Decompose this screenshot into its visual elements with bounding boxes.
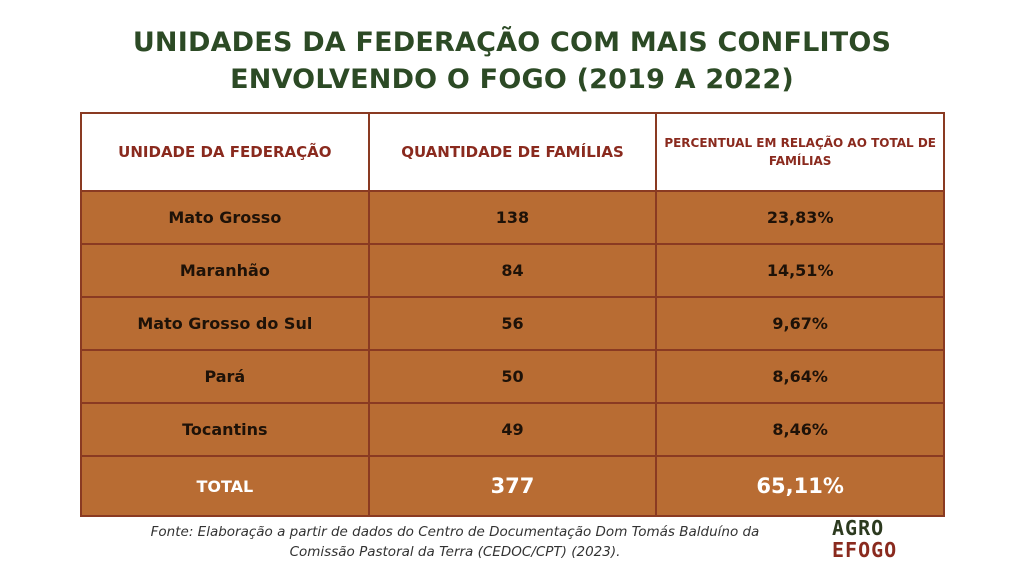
- header-percentual: PERCENTUAL EM RELAÇÃO AO TOTAL DE FAMÍLI…: [655, 112, 945, 192]
- cell-percent: 14,51%: [655, 243, 945, 298]
- cell-families: 49: [367, 402, 658, 457]
- cell-percent: 23,83%: [655, 190, 945, 245]
- table-row: Maranhão 84 14,51%: [80, 243, 945, 298]
- cell-state: Pará: [80, 349, 370, 404]
- table-row: Tocantins 49 8,46%: [80, 402, 945, 457]
- cell-families: 56: [367, 296, 658, 351]
- cell-percent: 9,67%: [655, 296, 945, 351]
- cell-state: Mato Grosso: [80, 190, 370, 245]
- total-families: 377: [367, 455, 658, 517]
- header-quantidade: QUANTIDADE DE FAMÍLIAS: [367, 112, 658, 192]
- source-line-1: Fonte: Elaboração a partir de dados do C…: [150, 524, 760, 540]
- table-row: Mato Grosso do Sul 56 9,67%: [80, 296, 945, 351]
- title-line-2: ENVOLVENDO O FOGO (2019 A 2022): [230, 64, 794, 95]
- source-note: Fonte: Elaboração a partir de dados do C…: [95, 522, 815, 562]
- cell-families: 50: [367, 349, 658, 404]
- title-line-1: UNIDADES DA FEDERAÇÃO COM MAIS CONFLITOS: [132, 27, 892, 58]
- cell-percent: 8,46%: [655, 402, 945, 457]
- source-line-2: Comissão Pastoral da Terra (CEDOC/CPT) (…: [289, 544, 621, 560]
- table-row: Mato Grosso 138 23,83%: [80, 190, 945, 245]
- header-unidade: UNIDADE DA FEDERAÇÃO: [80, 112, 370, 192]
- cell-families: 84: [367, 243, 658, 298]
- cell-state: Mato Grosso do Sul: [80, 296, 370, 351]
- logo-line-1: AGRO: [832, 516, 885, 540]
- page-title: UNIDADES DA FEDERAÇÃO COM MAIS CONFLITOS…: [0, 24, 1024, 98]
- table-total-row: TOTAL 377 65,11%: [80, 455, 945, 517]
- cell-percent: 8,64%: [655, 349, 945, 404]
- agro-e-fogo-logo: AGRO EFOGO: [832, 517, 918, 565]
- cell-state: Maranhão: [80, 243, 370, 298]
- total-label: TOTAL: [80, 455, 370, 517]
- table-row: Pará 50 8,64%: [80, 349, 945, 404]
- conflicts-table: UNIDADE DA FEDERAÇÃO QUANTIDADE DE FAMÍL…: [80, 112, 945, 517]
- table-header-row: UNIDADE DA FEDERAÇÃO QUANTIDADE DE FAMÍL…: [80, 112, 945, 192]
- cell-state: Tocantins: [80, 402, 370, 457]
- cell-families: 138: [367, 190, 658, 245]
- logo-line-2: EFOGO: [832, 538, 898, 562]
- total-percent: 65,11%: [655, 455, 945, 517]
